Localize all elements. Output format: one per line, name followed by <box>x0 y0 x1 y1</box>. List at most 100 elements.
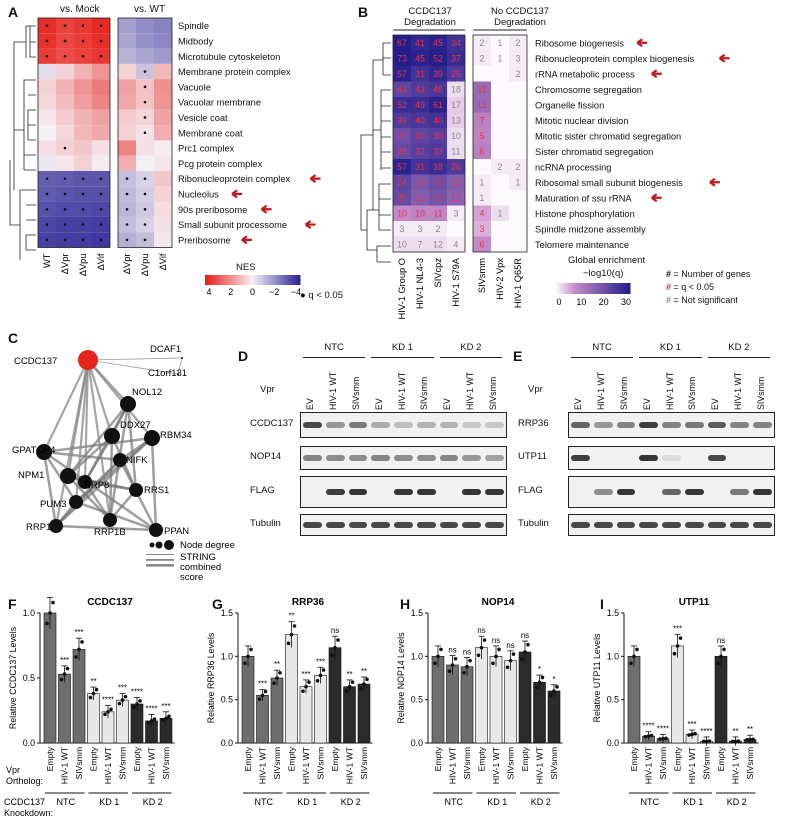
data-point <box>123 694 128 699</box>
gene-count: 12 <box>433 240 443 250</box>
gene-count: 7 <box>418 240 423 250</box>
red-arrow-icon <box>651 193 662 203</box>
data-point <box>635 647 639 652</box>
network-node <box>177 373 179 375</box>
category-label: Empty <box>287 746 297 771</box>
legend-swatch <box>278 275 282 285</box>
lane-label: EV <box>373 398 384 410</box>
q-dot <box>125 207 129 211</box>
heatmap-cell <box>509 159 527 175</box>
category-label: SIVsmm <box>702 747 712 779</box>
significance-label: * <box>538 665 541 674</box>
blot-band <box>462 422 482 428</box>
lane-label: EV <box>573 398 584 410</box>
blot-band <box>394 422 413 428</box>
row-label: Maturation of ssu rRNA <box>535 193 632 203</box>
row-label: Histone phosphorylation <box>535 209 635 219</box>
heatmap-cell <box>92 63 110 80</box>
heatmap-cell <box>473 50 491 66</box>
node-label: NOL12 <box>132 387 162 398</box>
category-label: Empty <box>132 746 142 771</box>
gene-count: 17 <box>451 100 461 110</box>
group-label: KD 1 <box>683 797 703 807</box>
heatmap-cell <box>154 140 172 156</box>
legend-swatch <box>243 275 246 285</box>
blot-band <box>593 522 613 528</box>
legend-tick: 2 <box>228 287 233 297</box>
heatmap-cell <box>154 201 172 217</box>
gene-count: 10 <box>397 209 407 219</box>
panel-c-network: CCDC137 DCAF1 C1orf131 NOL12 GPATCH4 DDX27 RBM… <box>12 344 235 583</box>
bar <box>314 675 327 744</box>
data-point <box>693 731 697 736</box>
heatmap-cell <box>393 174 411 190</box>
q-dot <box>81 238 85 242</box>
legend-swatch <box>257 275 261 285</box>
column-label: ΔVpu <box>140 254 150 277</box>
row-label: Ribonucleoprotein complex <box>178 174 290 184</box>
knockdown-label: CCDC137 <box>4 797 45 807</box>
gene-count: 24 <box>397 178 407 188</box>
data-point <box>164 716 168 721</box>
category-label: HIV-1 WT <box>535 746 545 784</box>
panel-label-d: D <box>238 348 249 364</box>
heatmap-cell <box>74 109 92 126</box>
vs-wt-label: vs. WT <box>134 4 166 15</box>
heatmap-cell <box>56 155 74 171</box>
heatmap-cell <box>154 48 172 64</box>
category-label: SIVsmm <box>74 747 84 779</box>
blot-image <box>300 446 507 470</box>
blot-band <box>439 455 459 461</box>
blot-band <box>662 422 681 428</box>
legend-swatch <box>598 283 601 294</box>
red-arrow-icon <box>231 189 243 199</box>
red-arrow-icon <box>241 235 252 245</box>
q-dot <box>63 24 67 27</box>
q-dot-legend: ● q < 0.05 <box>300 290 343 301</box>
legend-swatch <box>611 283 614 294</box>
category-label: HIV-1 WT <box>491 746 501 784</box>
data-point <box>687 733 691 737</box>
data-point <box>330 653 334 658</box>
blot-label: FLAG <box>518 485 543 496</box>
row-label: Spindle <box>178 21 209 31</box>
panel-label-b: B <box>358 4 369 20</box>
blot-band <box>730 522 750 528</box>
gene-count: 2 <box>480 38 485 48</box>
heatmap-cell <box>473 205 491 221</box>
legend-tick: 0 <box>556 297 561 307</box>
blot-band <box>348 422 368 428</box>
heatmap-cell <box>411 81 429 97</box>
key-line-not-significant: # = Not significant <box>666 294 750 307</box>
panel-label-g: G <box>212 596 223 612</box>
data-point <box>88 695 93 700</box>
data-point <box>132 705 136 709</box>
gene-count: 16 <box>415 193 425 203</box>
gene-count: 11 <box>451 147 460 157</box>
gene-count: 6 <box>480 147 485 157</box>
row-label: Small subunit processome <box>178 220 287 230</box>
q-dot <box>99 223 103 226</box>
heatmap-cell <box>92 94 110 110</box>
chart-title: CCDC137 <box>87 597 133 608</box>
data-point <box>439 647 443 652</box>
q-dot <box>45 192 49 196</box>
q-dot <box>143 223 147 226</box>
heatmap-cell <box>473 128 491 144</box>
heatmap-cell <box>509 174 527 190</box>
data-point <box>751 737 755 742</box>
heatmap-cell <box>118 33 136 49</box>
category-label: HIV-1 WT <box>687 746 697 784</box>
q-dot <box>99 238 103 242</box>
significance-label: ns <box>506 641 514 650</box>
q-dot <box>81 207 85 211</box>
network-edge <box>54 359 90 527</box>
blot-band <box>753 522 772 528</box>
network-edge <box>74 359 90 503</box>
gene-count: 30 <box>415 131 425 141</box>
data-point <box>549 693 553 697</box>
blot-band <box>325 522 345 528</box>
key-text: = Number of genes <box>673 269 751 279</box>
category-label: HIV-1 WT <box>345 746 355 784</box>
network-edge <box>43 450 157 532</box>
